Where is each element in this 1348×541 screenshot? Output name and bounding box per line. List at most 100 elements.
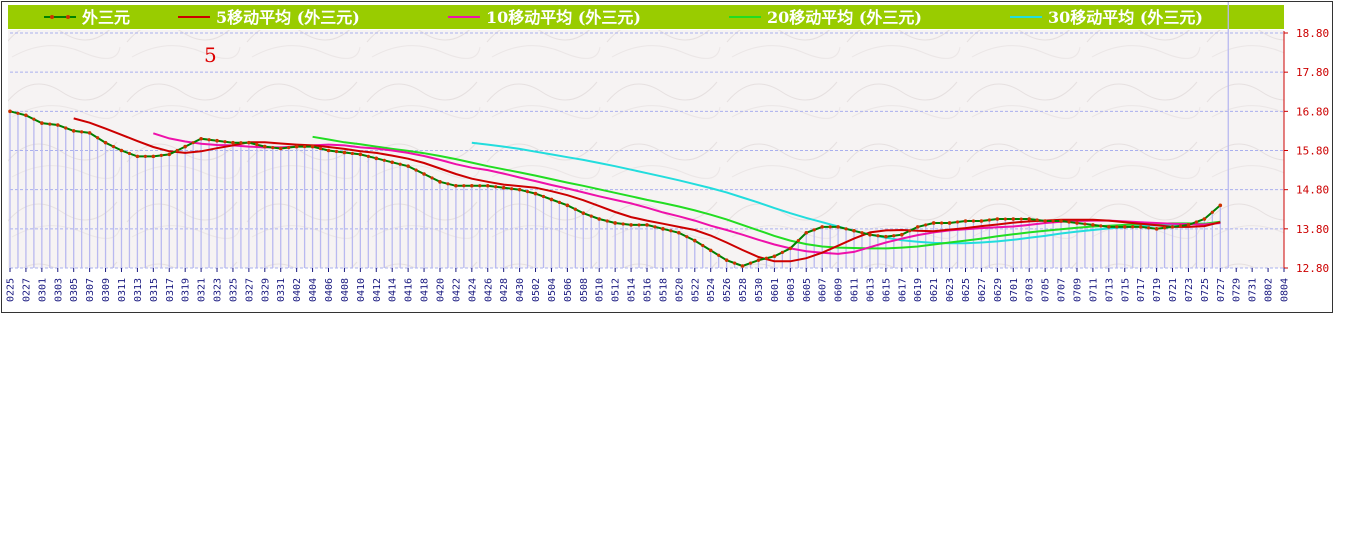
x-tick-label: 0406 xyxy=(324,278,335,302)
data-point xyxy=(422,172,426,176)
data-point xyxy=(446,182,450,186)
data-point xyxy=(717,253,721,257)
data-point xyxy=(199,136,203,141)
x-tick-label: 0723 xyxy=(1184,278,1195,302)
x-tick-label: 0430 xyxy=(515,278,526,302)
x-tick-label: 0719 xyxy=(1152,278,1163,302)
data-point xyxy=(390,160,395,165)
x-tick-label: 0508 xyxy=(579,278,590,302)
x-tick-label: 0418 xyxy=(420,278,431,302)
data-point xyxy=(143,154,147,158)
data-point xyxy=(510,187,514,191)
x-tick-label: 0607 xyxy=(818,278,829,302)
data-point xyxy=(358,152,363,157)
x-tick-label: 0315 xyxy=(149,278,160,302)
data-point xyxy=(414,168,418,172)
data-point xyxy=(645,223,649,227)
x-tick-label: 0404 xyxy=(308,278,319,302)
x-tick-label: 0317 xyxy=(165,278,176,302)
x-tick-label: 0514 xyxy=(627,278,638,302)
x-tick-label: 0412 xyxy=(372,278,383,302)
x-tick-label: 0623 xyxy=(945,278,956,302)
x-tick-label: 0313 xyxy=(133,278,144,302)
data-point xyxy=(1027,217,1031,221)
data-point xyxy=(549,197,554,202)
x-tick-label: 0311 xyxy=(117,278,128,302)
data-point xyxy=(271,145,275,150)
x-tick-label: 0518 xyxy=(658,278,669,302)
x-tick-label: 0426 xyxy=(483,278,494,302)
data-point xyxy=(167,152,172,157)
data-point xyxy=(135,154,140,159)
x-tick-label: 0729 xyxy=(1232,278,1243,302)
data-point xyxy=(589,214,593,218)
data-point xyxy=(1099,224,1103,228)
data-point xyxy=(366,154,370,158)
data-point xyxy=(1091,223,1095,227)
data-point xyxy=(1154,227,1159,231)
data-point xyxy=(462,184,466,188)
data-point xyxy=(701,243,705,248)
x-tick-label: 0627 xyxy=(977,278,988,302)
series-layer xyxy=(8,109,1223,268)
data-point xyxy=(231,140,235,145)
data-point xyxy=(326,148,331,153)
legend-swatch-marker xyxy=(66,15,70,19)
chart-frame: 外三元 5移动平均 (外三元) 10移动平均 (外三元) 20移动平均 (外三元) 30… xyxy=(1,1,1333,313)
data-point xyxy=(8,109,12,114)
data-point xyxy=(334,149,339,154)
x-tick-label: 0715 xyxy=(1120,278,1131,302)
data-point xyxy=(80,130,84,134)
data-point xyxy=(1051,219,1055,223)
x-tick-label: 0512 xyxy=(611,278,622,302)
x-tick-label: 0528 xyxy=(738,278,749,302)
data-point xyxy=(876,234,880,238)
x-tick-label: 0325 xyxy=(228,278,239,302)
x-tick-label: 0504 xyxy=(547,278,558,302)
x-tick-label: 0416 xyxy=(404,278,415,302)
data-point xyxy=(310,144,315,149)
data-point xyxy=(621,222,625,226)
data-point xyxy=(796,238,800,243)
series-line xyxy=(312,135,1221,250)
data-point xyxy=(398,162,402,166)
data-point xyxy=(374,156,379,161)
data-point xyxy=(764,256,769,260)
y-tick-label: 15.80 xyxy=(1296,145,1329,158)
data-point xyxy=(1107,225,1111,229)
data-point xyxy=(207,138,211,142)
x-tick-label: 0709 xyxy=(1072,278,1083,302)
data-point xyxy=(780,250,784,254)
x-tick-label: 0520 xyxy=(674,278,685,302)
x-tick-label: 0410 xyxy=(356,278,367,302)
data-point xyxy=(908,229,912,233)
data-point xyxy=(1194,220,1199,224)
data-point xyxy=(1131,225,1135,229)
data-point xyxy=(430,176,434,180)
data-point xyxy=(1186,223,1191,227)
data-point xyxy=(247,140,251,145)
x-tick-label: 0613 xyxy=(865,278,876,302)
data-point xyxy=(48,122,52,126)
legend-swatch-marker xyxy=(50,15,54,19)
x-tick-label: 0424 xyxy=(467,278,478,302)
legend-label: 10移动平均 (外三元) xyxy=(486,8,641,27)
data-point xyxy=(1178,224,1183,228)
data-point xyxy=(828,225,832,229)
data-point xyxy=(1011,217,1016,221)
data-point xyxy=(732,261,737,265)
x-tick-label: 0303 xyxy=(53,278,64,302)
x-tick-label: 0731 xyxy=(1248,278,1259,302)
data-point xyxy=(597,217,602,221)
x-tick-label: 0414 xyxy=(388,278,399,302)
data-point xyxy=(812,228,816,232)
chart-annotation: 5 xyxy=(204,43,217,67)
data-point xyxy=(661,227,665,231)
data-point xyxy=(613,221,617,225)
data-point xyxy=(884,234,888,239)
x-axis: 0225 0227 0301 0303 0305 0307 0309 0311 0313 0315… xyxy=(6,268,1291,302)
data-point xyxy=(278,146,283,151)
data-point xyxy=(1115,225,1119,229)
x-tick-label: 0323 xyxy=(213,278,224,302)
data-point xyxy=(501,185,506,190)
